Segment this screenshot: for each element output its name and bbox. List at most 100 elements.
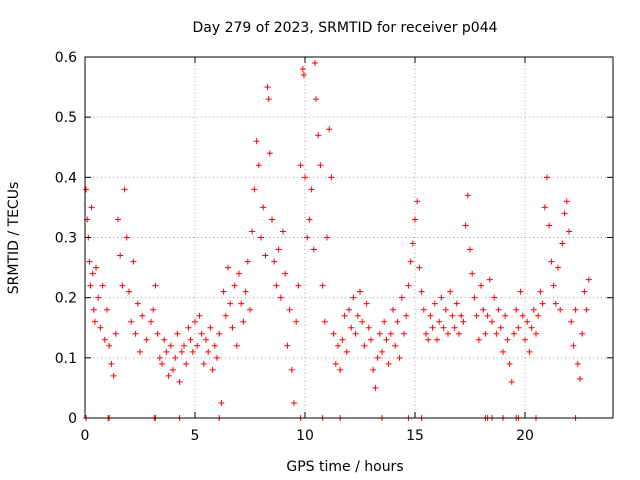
data-point: [317, 162, 324, 169]
data-point: [519, 312, 526, 319]
data-point: [300, 72, 307, 79]
data-point: [337, 366, 344, 373]
data-point: [464, 192, 471, 199]
data-point: [376, 330, 383, 337]
data-point: [93, 264, 99, 271]
data-point: [581, 288, 588, 295]
data-point: [574, 360, 581, 367]
data-point: [240, 318, 247, 325]
x-axis-label: GPS time / hours: [286, 459, 403, 475]
data-point: [328, 174, 335, 181]
data-point: [495, 306, 502, 313]
data-point: [251, 186, 258, 193]
data-point: [311, 60, 318, 67]
data-point: [346, 306, 352, 313]
x-tick-label: 10: [296, 428, 314, 444]
data-point: [561, 210, 568, 217]
data-point: [552, 300, 559, 307]
data-point: [500, 348, 506, 355]
data-point: [291, 399, 297, 406]
data-point: [469, 270, 476, 277]
data-point: [258, 234, 264, 241]
data-point: [339, 336, 346, 343]
data-point: [104, 306, 110, 313]
data-point: [502, 312, 509, 319]
data-point: [398, 294, 405, 301]
data-point: [431, 300, 438, 307]
data-point: [447, 288, 454, 295]
data-point: [368, 336, 374, 343]
data-point: [467, 246, 473, 253]
data-point: [550, 282, 557, 289]
data-point: [484, 312, 491, 319]
data-point: [511, 330, 517, 337]
data-point: [326, 126, 333, 133]
data-point: [546, 222, 553, 229]
y-tick-label: 0.2: [55, 291, 77, 307]
data-point: [161, 336, 168, 343]
data-point: [456, 330, 462, 337]
data-point: [528, 324, 535, 331]
data-point: [128, 318, 135, 325]
data-point: [315, 132, 322, 139]
data-point: [89, 270, 96, 277]
data-point: [95, 294, 102, 301]
data-point: [306, 216, 313, 223]
data-point: [176, 378, 183, 385]
data-point: [216, 330, 223, 337]
data-point: [387, 330, 394, 337]
data-point: [381, 318, 388, 325]
data-point: [183, 360, 190, 367]
data-point: [229, 324, 236, 331]
data-point: [269, 216, 275, 223]
data-point: [473, 312, 480, 319]
data-point: [88, 204, 95, 211]
data-point: [330, 330, 337, 337]
data-point: [91, 318, 98, 325]
data-point: [280, 228, 286, 235]
data-point: [192, 318, 198, 325]
data-point: [396, 354, 403, 361]
data-point: [544, 174, 550, 181]
data-point: [522, 336, 528, 343]
data-point: [566, 228, 572, 235]
data-point: [260, 204, 267, 211]
data-point: [119, 282, 126, 289]
data-point: [282, 270, 289, 277]
y-tick-label: 0.5: [55, 110, 77, 126]
x-tick-label: 0: [81, 428, 90, 444]
data-point: [90, 306, 97, 313]
data-point: [475, 336, 482, 343]
data-point: [255, 162, 262, 169]
data-point: [130, 258, 137, 265]
data-point: [286, 306, 293, 313]
x-tick-label: 20: [516, 428, 534, 444]
axis-ticks: 0 0.1 0.2 0.3 0.4 0.5 0.6 0 5 10 15 20: [55, 50, 613, 444]
data-point: [451, 324, 458, 331]
data-point: [427, 312, 434, 319]
data-point: [156, 354, 163, 361]
data-point: [449, 312, 456, 319]
data-point: [181, 342, 187, 349]
data-point: [200, 360, 207, 367]
data-point: [218, 399, 225, 406]
data-point: [324, 234, 330, 241]
data-point: [390, 306, 396, 313]
data-point: [442, 306, 449, 313]
data-point: [97, 324, 104, 331]
data-point: [205, 348, 212, 355]
data-point: [357, 288, 363, 295]
data-point: [313, 96, 319, 103]
data-point: [214, 354, 220, 361]
data-point: [249, 228, 256, 235]
data-point: [304, 234, 311, 241]
data-point: [231, 282, 238, 289]
data-point: [478, 282, 484, 289]
data-point: [266, 150, 273, 157]
data-point: [341, 312, 348, 319]
data-point: [394, 318, 401, 325]
grid-lines: [85, 57, 613, 418]
data-point: [108, 360, 115, 367]
data-point: [392, 342, 399, 349]
data-point: [508, 378, 515, 385]
